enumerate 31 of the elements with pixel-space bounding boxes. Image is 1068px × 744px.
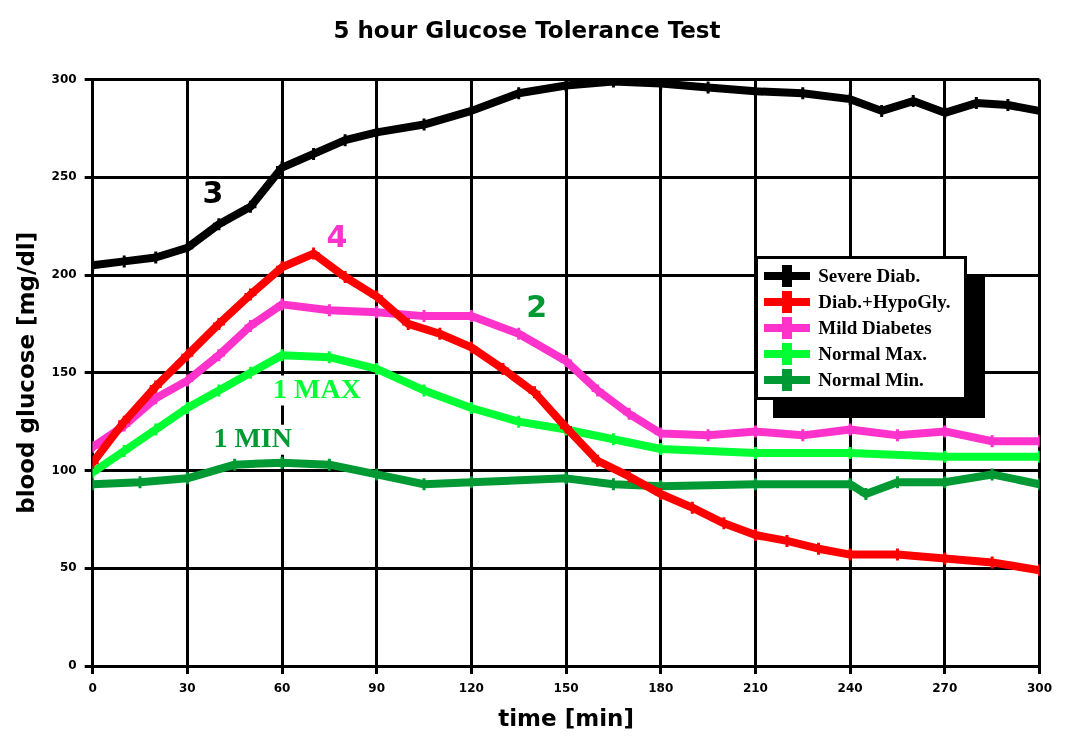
x-tick-label: 60	[273, 681, 291, 696]
legend-label: Normal Max.	[818, 341, 927, 366]
y-tick-label: 50	[59, 560, 77, 575]
chart-title: 5 hour Glucose Tolerance Test	[333, 16, 721, 43]
x-tick-label: 0	[88, 681, 97, 696]
x-tick-label: 240	[837, 681, 863, 696]
x-tick-label: 120	[458, 681, 484, 696]
x-tick-label: 180	[648, 681, 674, 696]
annotation: 2	[526, 288, 548, 324]
legend-label: Mild Diabetes	[818, 315, 932, 340]
annotation: 3	[202, 174, 224, 210]
x-tick-label: 270	[932, 681, 958, 696]
x-tick-label: 90	[368, 681, 386, 696]
legend-label: Normal Min.	[818, 367, 924, 392]
y-tick-label: 300	[51, 71, 77, 86]
y-tick-label: 250	[51, 169, 77, 184]
y-tick-label: 150	[51, 364, 77, 379]
annotation: 1 MAX	[273, 372, 361, 404]
legend-label: Severe Diab.	[818, 263, 921, 288]
y-axis-title: blood glucose [mg/dl]	[12, 231, 39, 514]
y-tick-label: 100	[51, 462, 77, 477]
x-axis-title: time [min]	[498, 705, 634, 732]
annotation: 4	[326, 218, 348, 254]
y-tick-label: 200	[51, 267, 77, 282]
x-tick-label: 210	[742, 681, 768, 696]
annotation: 1 MIN	[213, 421, 292, 453]
x-tick-label: 30	[178, 681, 196, 696]
x-tick-label: 150	[553, 681, 579, 696]
x-tick-label: 300	[1026, 681, 1053, 696]
y-tick-label: 0	[68, 658, 77, 673]
legend-label: Diab.+HypoGly.	[818, 289, 951, 314]
